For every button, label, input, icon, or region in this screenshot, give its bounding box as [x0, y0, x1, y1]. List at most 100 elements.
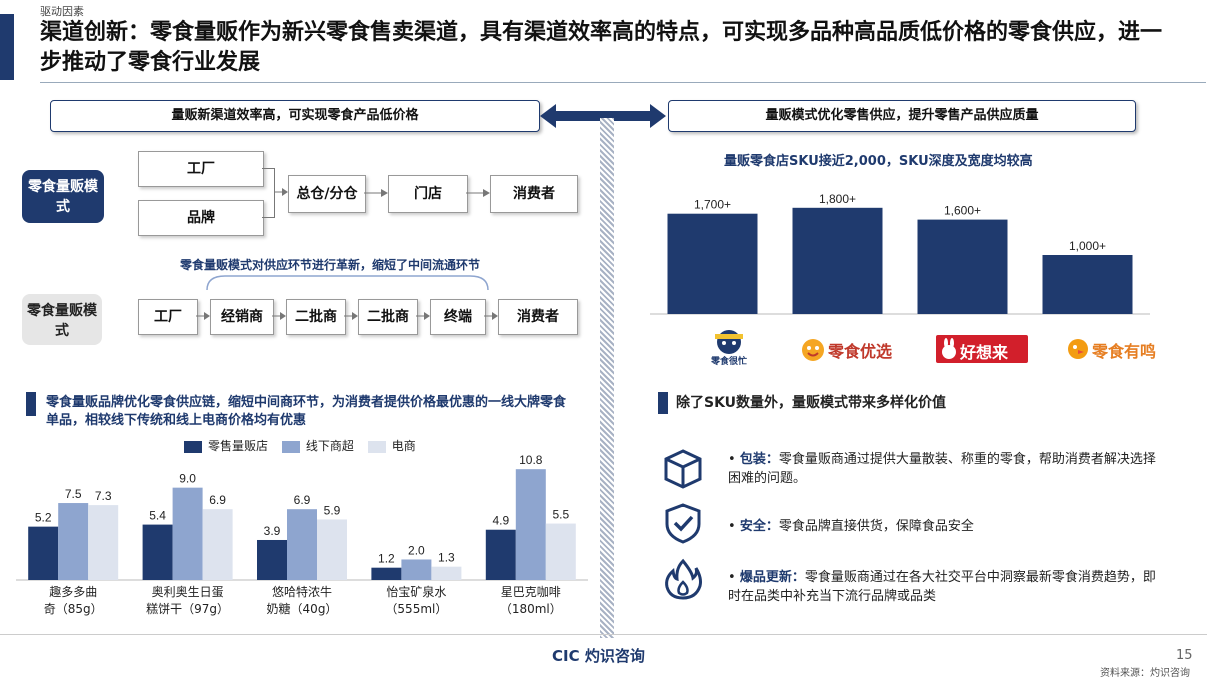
brand-logo-0: 零食很忙: [688, 328, 770, 368]
price-value-label-4-0: 4.9: [492, 514, 509, 528]
left-top-box: 量贩新渠道效率高，可实现零食产品低价格: [50, 100, 540, 132]
price-bar-3-1: [401, 559, 432, 580]
category-label-0: 奇（85g）: [44, 602, 103, 616]
sku-bar-1: [792, 207, 883, 314]
price-value-label-1-0: 5.4: [149, 509, 166, 523]
bullet-body: 零食量贩商通过提供大量散装、称重的零食，帮助消费者解决选择困难的问题。: [728, 452, 1156, 486]
arrow-icon: [274, 188, 288, 196]
model-b-factory: 工厂: [138, 299, 198, 335]
arrow-icon: [196, 312, 210, 320]
model-b-wholesaler-1: 二批商: [286, 299, 346, 335]
price-bar-3-2: [431, 566, 462, 580]
model-b-wholesaler-2: 二批商: [358, 299, 418, 335]
legend-swatch-2: [367, 440, 386, 453]
value-heading-bar: [658, 392, 668, 414]
legend-label-1: 线下商超: [305, 439, 354, 453]
category-label-4: （180ml）: [500, 602, 562, 616]
price-legend: 零售量贩店 线下商超 电商: [184, 437, 416, 454]
category-label-4: 星巴克咖啡: [501, 584, 561, 599]
sku-value-label-0: 1,700+: [694, 198, 731, 212]
model-a-source-brand: 品牌: [138, 200, 264, 236]
sku-value-label-2: 1,600+: [944, 204, 981, 218]
price-bar-2-1: [287, 509, 317, 580]
legend-swatch-0: [184, 440, 202, 453]
brand-name-3: 零食有鸣: [1092, 342, 1157, 361]
arrow-icon: [416, 312, 430, 320]
price-bar-1-0: [142, 524, 173, 580]
legend-swatch-1: [281, 440, 300, 453]
sku-value-label-1: 1,800+: [819, 192, 856, 206]
category-label-2: 奶糖（40g）: [267, 601, 338, 616]
model-a-label: 零食量贩模式: [22, 170, 104, 223]
price-value-label-3-2: 1.3: [438, 551, 455, 565]
sku-value-label-3: 1,000+: [1069, 239, 1106, 253]
model-a-store: 门店: [388, 175, 468, 213]
price-bar-1-2: [202, 509, 233, 580]
arrow-icon: [466, 189, 490, 197]
arrow-icon: [344, 312, 358, 320]
category-label-3: （555ml）: [385, 602, 447, 616]
legend-label-0: 零售量贩店: [208, 439, 269, 453]
price-value-label-0-0: 5.2: [35, 511, 52, 525]
sku-bar-3: [1042, 255, 1133, 314]
price-value-label-3-1: 2.0: [408, 543, 425, 557]
sku-bar-0: [667, 213, 758, 314]
title-accent-bar: [0, 14, 14, 80]
center-divider: [600, 118, 614, 638]
connector: [274, 168, 275, 218]
right-top-box: 量贩模式优化零售供应，提升零售产品供应质量: [668, 100, 1136, 132]
bullet-key: 安全：: [739, 519, 779, 534]
sku-bar-2: [917, 219, 1008, 314]
category-label-1: 糕饼干（97g）: [146, 602, 229, 616]
box-icon: [664, 449, 702, 489]
supply-caption: 零食量贩模式对供应环节进行革新，缩短了中间流通环节: [180, 258, 481, 272]
model-b-distributor: 经销商: [210, 299, 274, 335]
brand-logo-2: 好想来: [936, 335, 1028, 363]
price-value-label-0-2: 7.3: [95, 489, 112, 503]
arrow-icon: [484, 312, 498, 320]
arrow-icon: [364, 189, 388, 197]
bullet-key: 爆品更新：: [739, 570, 805, 585]
price-value-label-3-0: 1.2: [378, 552, 395, 566]
model-b-consumer: 消费者: [498, 299, 578, 335]
model-a-warehouse: 总仓/分仓: [288, 175, 366, 213]
bracket-icon: [206, 275, 489, 291]
price-bar-4-2: [545, 523, 576, 580]
section-tag: 驱动因素: [40, 5, 84, 18]
price-value-label-2-1: 6.9: [294, 493, 311, 507]
category-label-2: 悠哈特浓牛: [272, 584, 332, 599]
connector: [262, 168, 274, 169]
arrow-icon: [272, 312, 286, 320]
page-number: 15: [1176, 648, 1193, 663]
legend-label-2: 电商: [391, 439, 416, 453]
price-bar-4-0: [485, 529, 516, 580]
model-b-label: 零食量贩模式: [22, 294, 102, 345]
price-heading: 零食量贩品牌优化零食供应链，缩短中间商环节，为消费者提供价格最优惠的一线大牌零食…: [46, 395, 567, 428]
price-heading-bar: [26, 392, 36, 416]
category-label-0: 趣多多曲: [49, 584, 97, 599]
brand-rabbit-icon: [942, 338, 956, 359]
category-label-3: 怡宝矿泉水: [386, 585, 446, 599]
model-b-terminal: 终端: [430, 299, 486, 335]
bullet-hot-items: • 爆品更新：零食量贩商通过在各大社交平台中洞察最新零食消费趋势，即时在品类中补…: [728, 570, 1156, 604]
brand-name-1: 零食优选: [828, 342, 893, 361]
model-a-consumer: 消费者: [490, 175, 578, 213]
price-value-label-2-2: 5.9: [324, 503, 341, 517]
price-bar-4-1: [515, 469, 546, 580]
bullet-key: 包装：: [739, 452, 779, 467]
page-title: 渠道创新：零食量贩作为新兴零食售卖渠道，具有渠道效率高的特点，可实现多品种高品质…: [40, 20, 1163, 75]
price-bar-1-1: [172, 487, 203, 580]
price-value-label-4-1: 10.8: [519, 453, 543, 467]
brand-name-0: 零食很忙: [710, 357, 747, 367]
flame-icon: [665, 558, 702, 600]
price-value-label-1-2: 6.9: [209, 493, 226, 507]
connector: [262, 217, 274, 218]
brand-bird-icon: [1068, 339, 1088, 359]
price-bar-2-2: [317, 519, 347, 580]
sku-bar-chart: 1,700+ 1,800+ 1,600+ 1,000+: [650, 192, 1150, 315]
bullet-safety: • 安全：零食品牌直接供货，保障食品安全: [728, 519, 974, 534]
brand-face-icon: [802, 339, 824, 361]
price-bar-0-2: [88, 505, 119, 580]
brand-logo-3: 零食有鸣: [1066, 334, 1178, 364]
